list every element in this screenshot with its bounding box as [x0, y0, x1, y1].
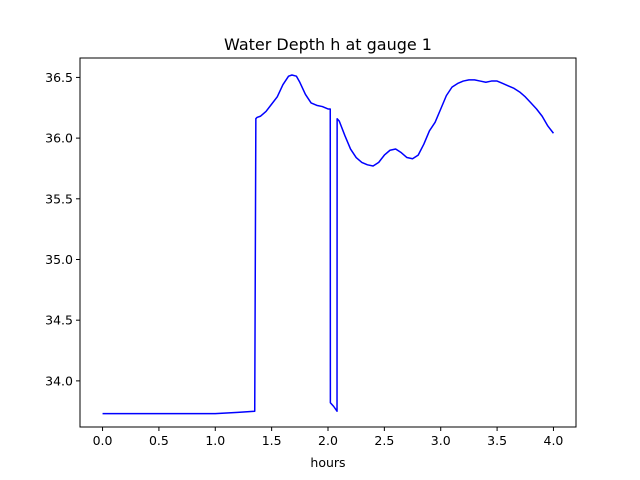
x-tick-label: 3.0 [431, 433, 451, 448]
y-tick-label: 35.0 [45, 252, 73, 267]
chart-title: Water Depth h at gauge 1 [224, 35, 432, 54]
y-tick-label: 35.5 [45, 191, 73, 206]
x-tick-label: 1.5 [262, 433, 282, 448]
x-tick-label: 0.5 [149, 433, 169, 448]
x-tick-label: 1.0 [205, 433, 225, 448]
series-line-0 [102, 74, 555, 415]
x-tick-label: 2.0 [318, 433, 338, 448]
x-tick-label: 3.5 [487, 433, 507, 448]
x-tick-label: 2.5 [374, 433, 394, 448]
x-tick-label: 4.0 [544, 433, 564, 448]
y-tick-label: 34.5 [45, 313, 73, 328]
y-tick-label: 36.0 [45, 131, 73, 146]
y-axis: 34.0 34.5 35.0 35.5 36.0 36.5 [45, 70, 80, 388]
x-axis-label: hours [310, 455, 345, 470]
x-axis: 0.0 0.5 1.0 1.5 2.0 2.5 3.0 3.5 4.0 [93, 427, 564, 448]
y-tick-label: 34.0 [45, 373, 73, 388]
x-tick-label: 0.0 [93, 433, 113, 448]
y-tick-label: 36.5 [45, 70, 73, 85]
